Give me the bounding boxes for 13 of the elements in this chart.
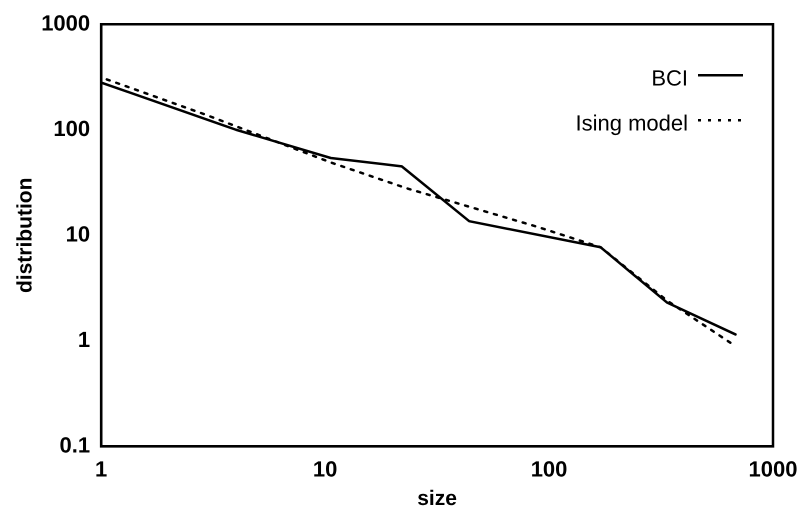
legend-label: Ising model bbox=[575, 110, 688, 136]
x-tick-label: 10 bbox=[312, 456, 338, 482]
legend-label: BCI bbox=[651, 65, 688, 90]
y-tick-label: 1 bbox=[78, 326, 90, 352]
x-tick-label: 1 bbox=[95, 456, 108, 482]
y-axis-title: distribution bbox=[13, 178, 36, 294]
y-tick-label: 100 bbox=[53, 116, 90, 141]
x-axis-title: size bbox=[417, 487, 457, 510]
y-tick-label: 1000 bbox=[41, 10, 90, 36]
y-tick-label: 10 bbox=[66, 221, 90, 246]
x-tick-label: 1000 bbox=[748, 456, 798, 482]
y-tick-label: 0.1 bbox=[60, 432, 90, 458]
x-tick-label: 100 bbox=[530, 456, 568, 482]
